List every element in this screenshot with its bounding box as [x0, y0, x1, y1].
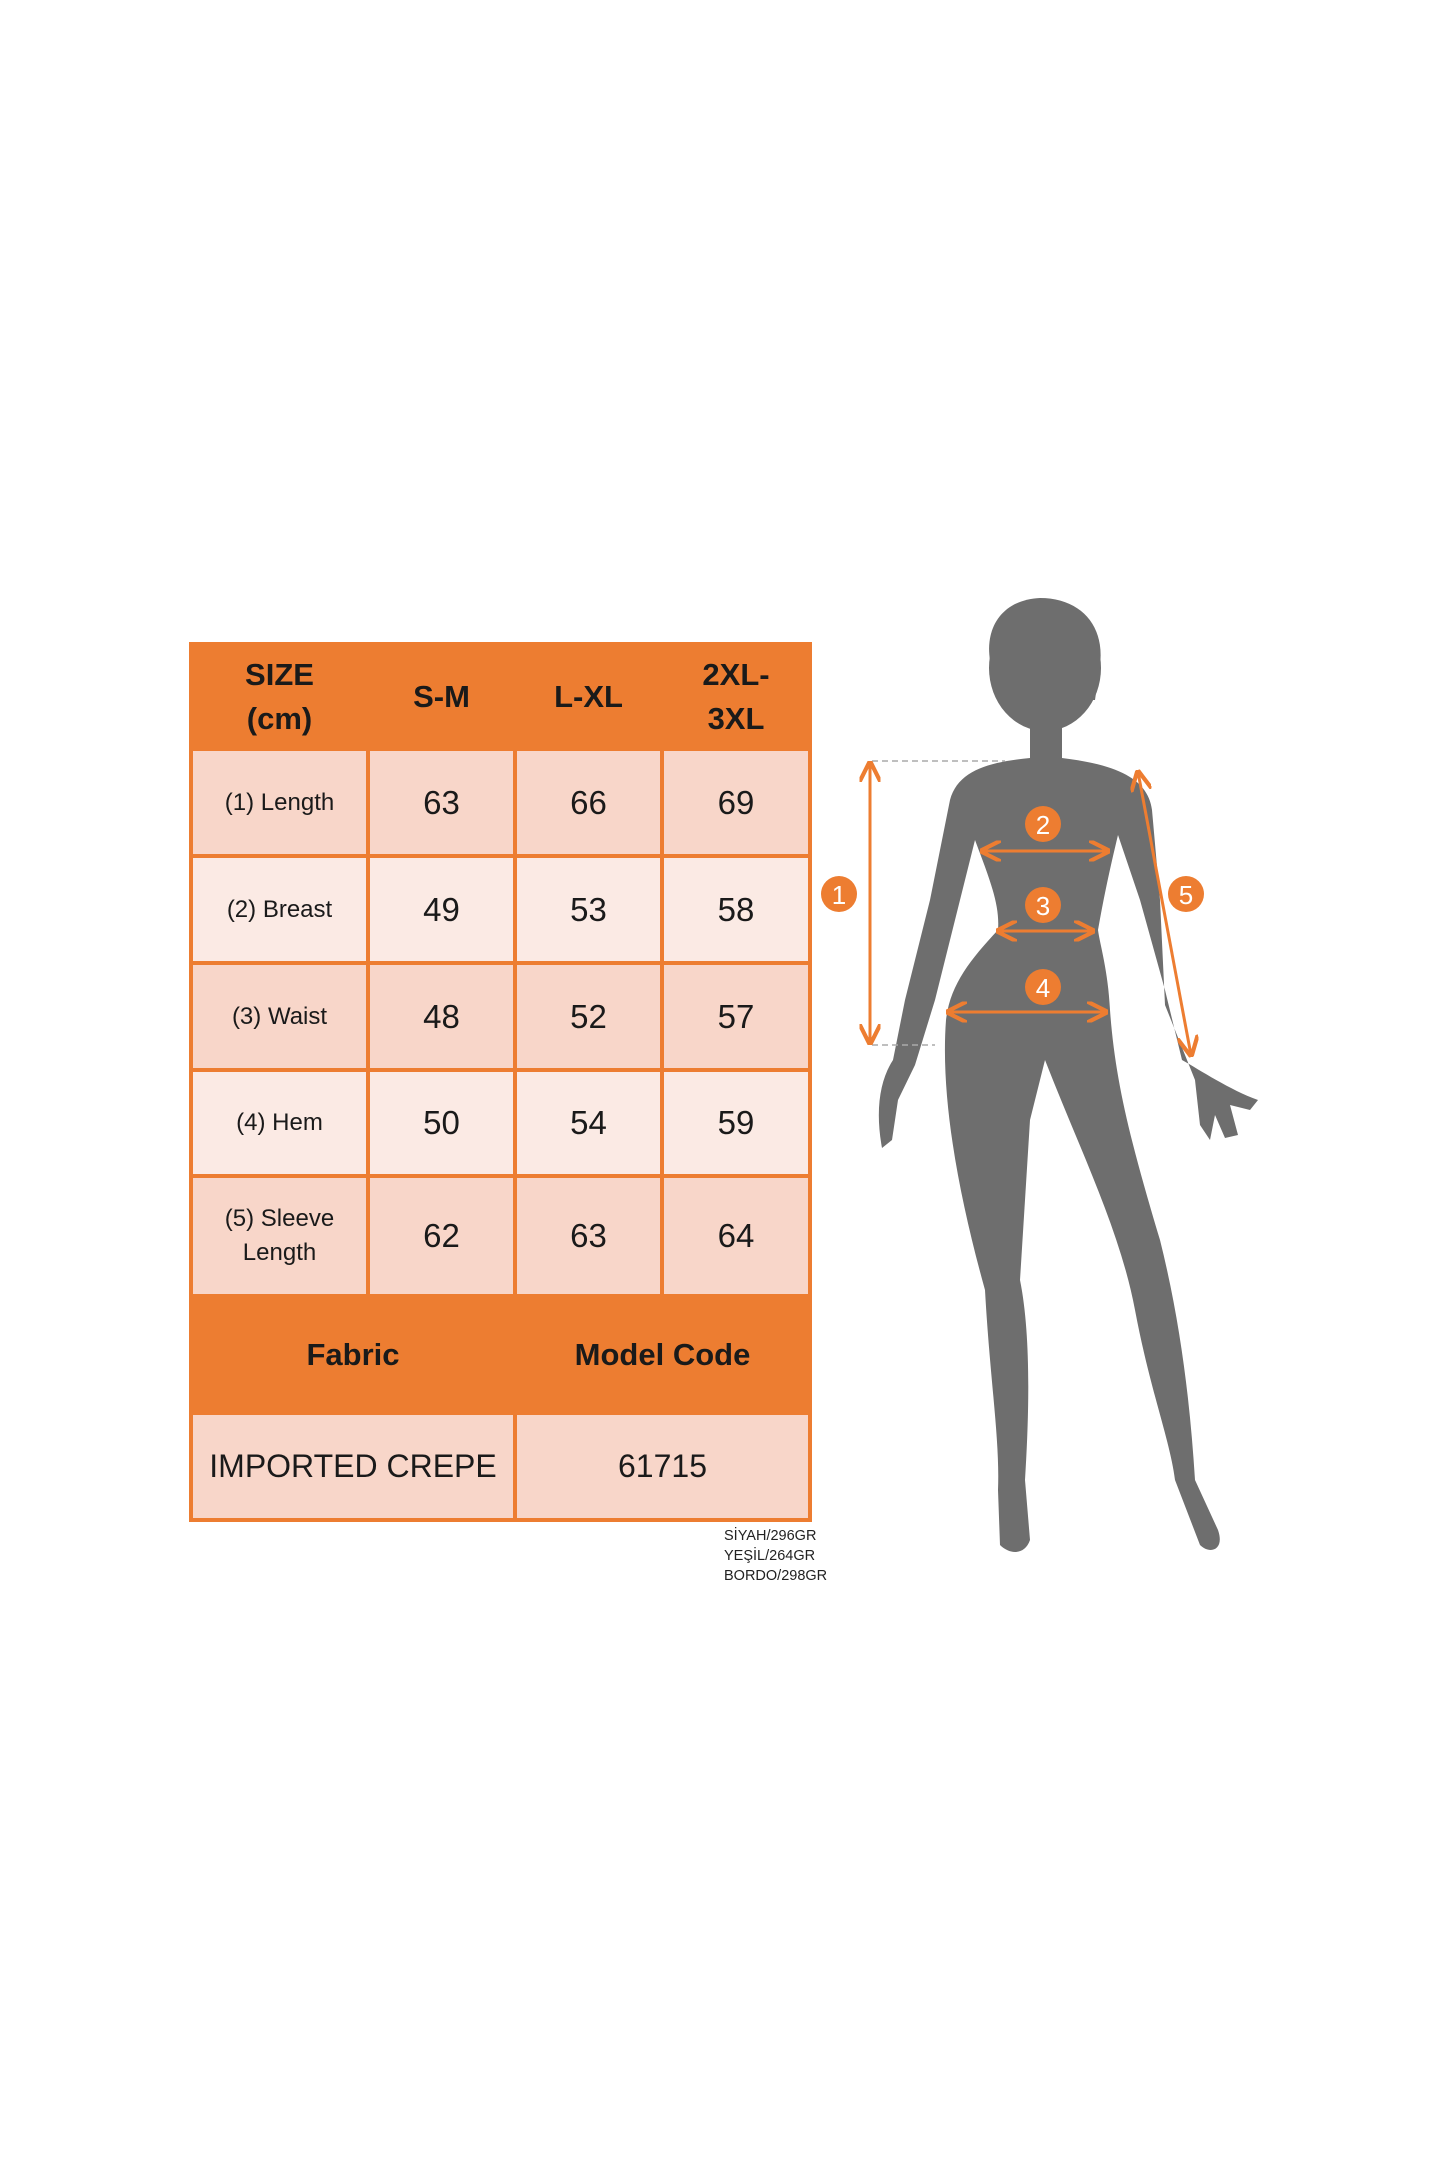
header-model-code: Model Code — [513, 1294, 812, 1415]
row-label: (4) Hem — [189, 1068, 370, 1178]
cell-value: 49 — [366, 854, 517, 965]
svg-text:5: 5 — [1179, 880, 1193, 910]
note-line: BORDO/298GR — [724, 1568, 828, 1584]
cell-value: 69 — [660, 747, 812, 858]
cell-value: 52 — [513, 961, 664, 1072]
silhouette — [878, 598, 1258, 1552]
fabric-value: IMPORTED CREPE — [189, 1411, 517, 1522]
svg-text:2: 2 — [1036, 810, 1050, 840]
header-l-xl: L-XL — [513, 642, 664, 751]
badge-1: 1 — [821, 876, 857, 912]
cell-value: 63 — [366, 747, 517, 858]
badge-4: 4 — [1025, 969, 1061, 1005]
cell-value: 54 — [513, 1068, 664, 1178]
header-2xl-3xl: 2XL-3XL — [660, 642, 812, 751]
header-fabric: Fabric — [189, 1294, 517, 1415]
header-size: SIZE (cm) — [189, 642, 370, 751]
cell-value: 58 — [660, 854, 812, 965]
header-s-m: S-M — [366, 642, 517, 751]
cell-value: 66 — [513, 747, 664, 858]
table-row: (1) Length 63 66 69 — [189, 747, 812, 858]
footer-value-row: IMPORTED CREPE 61715 — [189, 1411, 812, 1522]
header-2xl-3xl-label: 2XL-3XL — [702, 656, 770, 736]
cell-value: 59 — [660, 1068, 812, 1178]
weight-notes: SİYAH/296GR YEŞİL/264GR BORDO/298GR — [724, 1526, 827, 1586]
sleeve-arrow — [1138, 772, 1191, 1055]
size-chart-table: SIZE (cm) S-M L-XL 2XL-3XL (1) Length 63 … — [189, 642, 812, 1522]
footer-header-row: Fabric Model Code — [189, 1294, 812, 1415]
model-code-value: 61715 — [513, 1411, 812, 1522]
cell-value: 63 — [513, 1174, 664, 1298]
cell-value: 50 — [366, 1068, 517, 1178]
note-line: SİYAH/296GR — [724, 1528, 817, 1544]
table-header-row: SIZE (cm) S-M L-XL 2XL-3XL — [189, 642, 812, 751]
svg-text:3: 3 — [1036, 891, 1050, 921]
header-size-line1: SIZE — [245, 656, 314, 692]
table-row: (5) Sleeve Length 62 63 64 — [189, 1174, 812, 1298]
badge-3: 3 — [1025, 887, 1061, 923]
svg-text:4: 4 — [1036, 973, 1050, 1003]
row-label: (1) Length — [189, 747, 370, 858]
cell-value: 62 — [366, 1174, 517, 1298]
cell-value: 57 — [660, 961, 812, 1072]
table-row: (3) Waist 48 52 57 — [189, 961, 812, 1072]
table-row: (4) Hem 50 54 59 — [189, 1068, 812, 1178]
badge-5: 5 — [1168, 876, 1204, 912]
cell-value: 64 — [660, 1174, 812, 1298]
table-row: (2) Breast 49 53 58 — [189, 854, 812, 965]
row-label: (3) Waist — [189, 961, 370, 1072]
row-label: (2) Breast — [189, 854, 370, 965]
note-line: YEŞİL/264GR — [724, 1548, 816, 1564]
cell-value: 53 — [513, 854, 664, 965]
header-size-line2: (cm) — [246, 700, 313, 736]
row-label-line1: (5) Sleeve — [224, 1205, 335, 1232]
row-label-line2: Length — [242, 1239, 317, 1266]
row-label: (5) Sleeve Length — [189, 1174, 370, 1298]
svg-text:1: 1 — [832, 880, 846, 910]
badge-2: 2 — [1025, 806, 1061, 842]
cell-value: 48 — [366, 961, 517, 1072]
